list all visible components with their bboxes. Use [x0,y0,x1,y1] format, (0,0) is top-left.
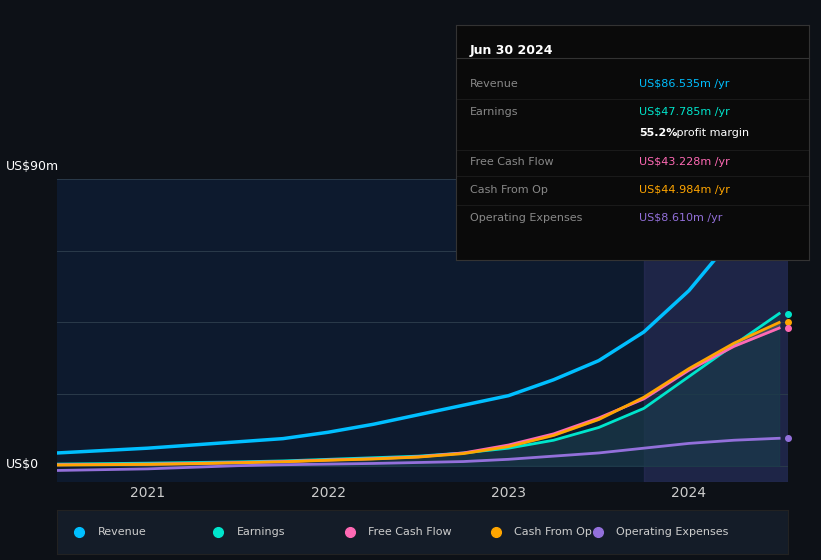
Text: US$43.228m /yr: US$43.228m /yr [640,157,730,167]
Text: US$47.785m /yr: US$47.785m /yr [640,107,730,117]
Text: US$44.984m /yr: US$44.984m /yr [640,185,730,195]
Text: US$90m: US$90m [7,160,59,173]
Text: US$86.535m /yr: US$86.535m /yr [640,79,730,89]
Text: Revenue: Revenue [470,79,519,89]
Text: profit margin: profit margin [672,128,749,138]
Text: Operating Expenses: Operating Expenses [470,213,582,223]
Text: Revenue: Revenue [98,527,146,537]
Text: US$0: US$0 [7,459,39,472]
Text: Earnings: Earnings [470,107,518,117]
Text: Earnings: Earnings [236,527,285,537]
Text: US$8.610m /yr: US$8.610m /yr [640,213,722,223]
Text: Cash From Op: Cash From Op [470,185,548,195]
Text: Free Cash Flow: Free Cash Flow [368,527,452,537]
Text: 55.2%: 55.2% [640,128,677,138]
Text: Cash From Op: Cash From Op [514,527,592,537]
Text: Free Cash Flow: Free Cash Flow [470,157,553,167]
Text: Operating Expenses: Operating Expenses [617,527,729,537]
Bar [644,179,788,482]
Text: Jun 30 2024: Jun 30 2024 [470,44,553,57]
